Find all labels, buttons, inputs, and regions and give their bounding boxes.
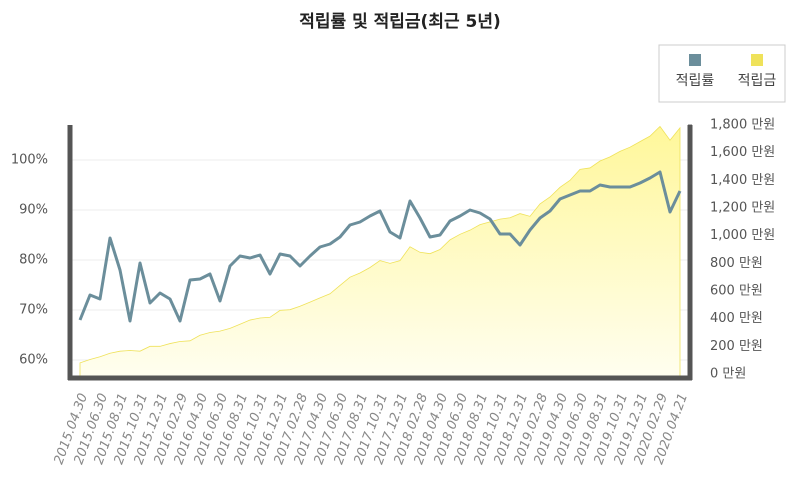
y-tick-label: 100% (11, 153, 48, 168)
legend-swatch (689, 54, 701, 66)
y2-tick-label: 0 만원 (710, 366, 746, 381)
y2-tick-label: 600 만원 (710, 284, 763, 299)
y2-tick-label: 400 만원 (710, 311, 763, 326)
line (78, 170, 682, 323)
y-tick-label: 80% (19, 253, 48, 268)
legend-label: 적립금 (738, 73, 777, 89)
legend-label: 적립률 (676, 73, 715, 89)
y-tick-label: 90% (19, 203, 48, 218)
y2-tick-label: 1,400 만원 (710, 173, 775, 188)
y2-tick-label: 1,200 만원 (710, 201, 775, 216)
legend-box (658, 44, 786, 103)
legend-swatch (751, 54, 763, 66)
y2-tick-label: 1,000 만원 (710, 228, 775, 243)
area (79, 125, 681, 379)
y2-tick-label: 1,800 만원 (710, 118, 775, 133)
y2-tick-label: 200 만원 (710, 339, 763, 354)
y2-tick-label: 1,600 만원 (710, 145, 775, 160)
y2-tick-label: 800 만원 (710, 256, 763, 271)
chart-title: 적립률 및 적립금(최근 5년) (299, 12, 501, 32)
y-tick-label: 70% (19, 303, 48, 318)
y-tick-label: 60% (19, 353, 48, 368)
